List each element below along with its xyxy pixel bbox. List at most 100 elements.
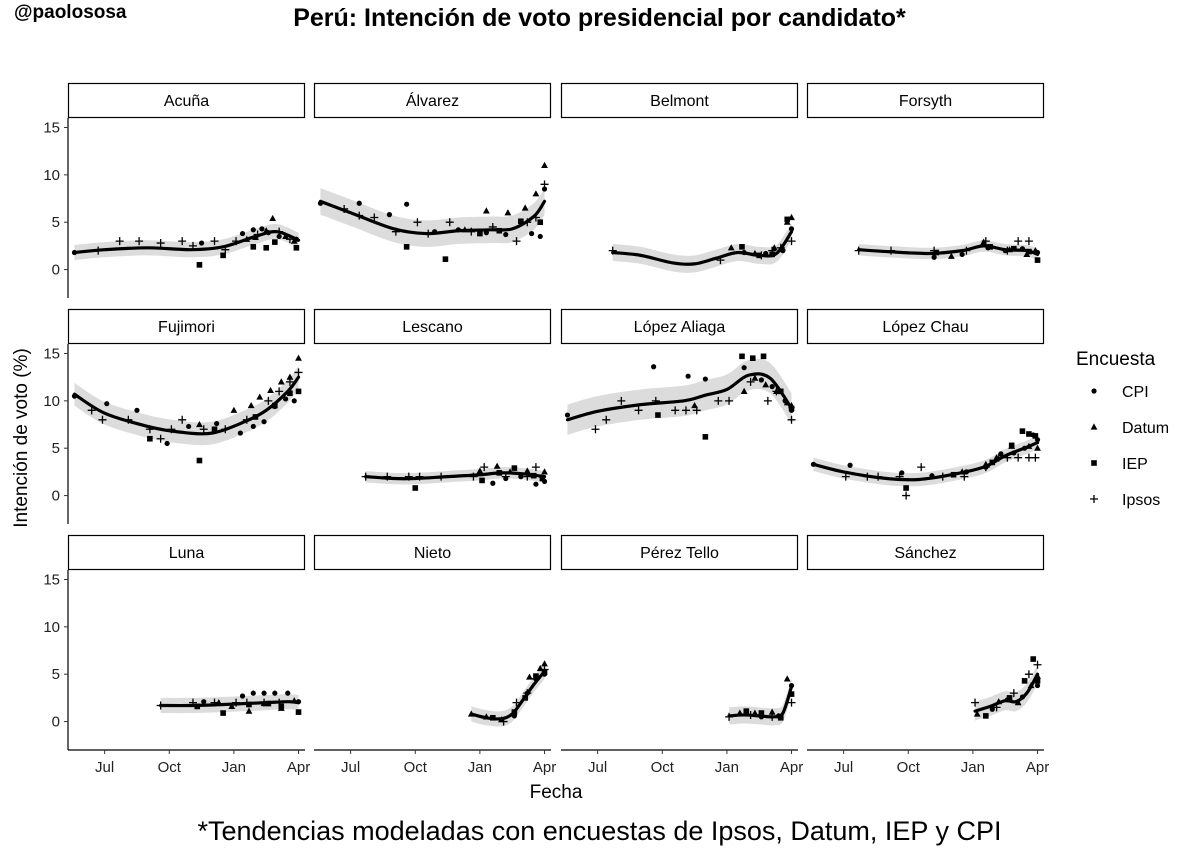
x-tick-label: Apr (287, 759, 310, 776)
data-point-ipsos (285, 377, 294, 386)
data-point-ipsos (971, 698, 980, 707)
legend-label: CPI (1122, 384, 1149, 401)
facet-strip-label: Acuña (164, 93, 209, 110)
trend-line (364, 471, 547, 481)
data-point-cpi (198, 240, 205, 246)
data-point-cpi (356, 200, 362, 206)
data-point-iep (250, 244, 257, 250)
data-point-iep (511, 465, 518, 471)
data-point-iep (295, 709, 302, 715)
data-point-datum (267, 386, 274, 394)
data-point-cpi (404, 201, 410, 207)
x-tick-label: Jul (834, 759, 853, 776)
trend-line (72, 230, 301, 255)
data-point-datum (541, 161, 548, 168)
legend: Encuesta CPI Datum IEP Ipsos (1076, 349, 1169, 509)
facet-perez-tello: Pérez Tello Jul Oct Jan Apr (560, 534, 803, 776)
data-point-cpi (931, 254, 937, 260)
facet-acuna: Acuña 0 5 10 15 (43, 82, 306, 298)
data-point-iep (263, 244, 270, 251)
data-point-datum (482, 207, 490, 214)
y-tick-label: 0 (52, 714, 60, 731)
data-point-datum (973, 710, 981, 717)
data-point-cpi (1034, 682, 1041, 689)
data-point-iep (477, 230, 483, 237)
data-point-cpi (769, 384, 775, 390)
facet-strip-label: Lescano (402, 319, 463, 336)
data-point-ipsos (275, 387, 284, 396)
y-tick-label: 5 (52, 214, 60, 231)
legend-key-cpi (1091, 388, 1097, 394)
x-tick-label: Jan (468, 759, 492, 776)
facet-nieto: Nieto Jul Oct Jan Apr (313, 534, 556, 776)
chart-caption: *Tendencias modeladas con encuestas de I… (197, 816, 1002, 846)
data-point-cpi (272, 690, 278, 696)
legend-label: Ipsos (1122, 492, 1160, 509)
facet-strip-label: López Aliaga (634, 319, 726, 336)
data-point-iep (518, 218, 524, 225)
data-point-cpi (503, 231, 509, 238)
data-point-ipsos (480, 463, 489, 472)
facet-strip (806, 82, 1045, 119)
data-point-cpi (490, 480, 496, 486)
data-point-ipsos (591, 425, 600, 434)
data-point-cpi (250, 690, 256, 696)
facet-forsyth: Forsyth (806, 82, 1045, 263)
facet-strip-label: Nieto (414, 545, 451, 562)
data-point-ipsos (841, 472, 850, 481)
data-point-iep (537, 219, 544, 226)
data-point-ipsos (1024, 237, 1033, 246)
data-point-ipsos (787, 237, 796, 246)
data-point-datum (282, 232, 290, 240)
confidence-band (320, 188, 545, 247)
data-point-iep (1034, 678, 1041, 684)
data-point-cpi (250, 423, 256, 430)
confidence-band (471, 663, 545, 727)
data-point-datum (727, 244, 735, 251)
data-point-cpi (386, 212, 393, 218)
x-tick-label: Jul (341, 759, 360, 776)
trend-line (811, 440, 1040, 482)
facet-strip-label: Forsyth (899, 93, 952, 110)
data-point-cpi (529, 230, 535, 237)
facet-strip (806, 308, 1045, 345)
x-tick-label: Apr (1026, 759, 1049, 776)
data-point-datum (740, 387, 748, 394)
data-point-ipsos (178, 415, 187, 424)
facet-fujimori: Fujimori 0 5 10 15 (43, 308, 306, 524)
x-tick-label: Jan (961, 759, 985, 776)
data-point-ipsos (763, 396, 772, 405)
data-point-cpi (788, 226, 795, 232)
data-point-datum (277, 378, 285, 385)
data-point-datum (476, 467, 484, 474)
data-point-datum (228, 702, 236, 710)
data-point-cpi (758, 377, 764, 383)
data-point-ipsos (413, 218, 422, 227)
legend-key-iep (1091, 460, 1097, 466)
data-point-iep (196, 262, 203, 268)
data-point-ipsos (115, 237, 124, 246)
data-point-ipsos (98, 415, 107, 424)
x-tick-label: Jan (715, 759, 739, 776)
y-tick-label: 15 (43, 571, 60, 588)
data-point-ipsos (1024, 670, 1033, 679)
chart-title: Perú: Intención de voto presidencial por… (293, 4, 906, 32)
y-tick-label: 10 (43, 619, 60, 636)
trend-line (565, 372, 794, 422)
data-point-datum (290, 237, 298, 244)
y-tick-label: 0 (52, 262, 60, 279)
facet-strip-label: Luna (169, 545, 205, 562)
y-tick-label: 5 (52, 666, 60, 683)
facet-strip (67, 82, 306, 119)
data-point-ipsos (1033, 660, 1042, 669)
facet-strip (67, 308, 306, 345)
y-tick-label: 10 (43, 393, 60, 410)
data-point-ipsos (602, 415, 611, 424)
data-point-datum (493, 462, 501, 469)
y-tick-label: 15 (43, 119, 60, 136)
facet-sanchez: Sánchez Jul Oct Jan Apr (806, 534, 1049, 776)
trend-line (727, 684, 794, 719)
data-point-cpi (259, 226, 265, 232)
data-point-cpi (239, 230, 246, 237)
data-point-cpi (237, 430, 243, 436)
